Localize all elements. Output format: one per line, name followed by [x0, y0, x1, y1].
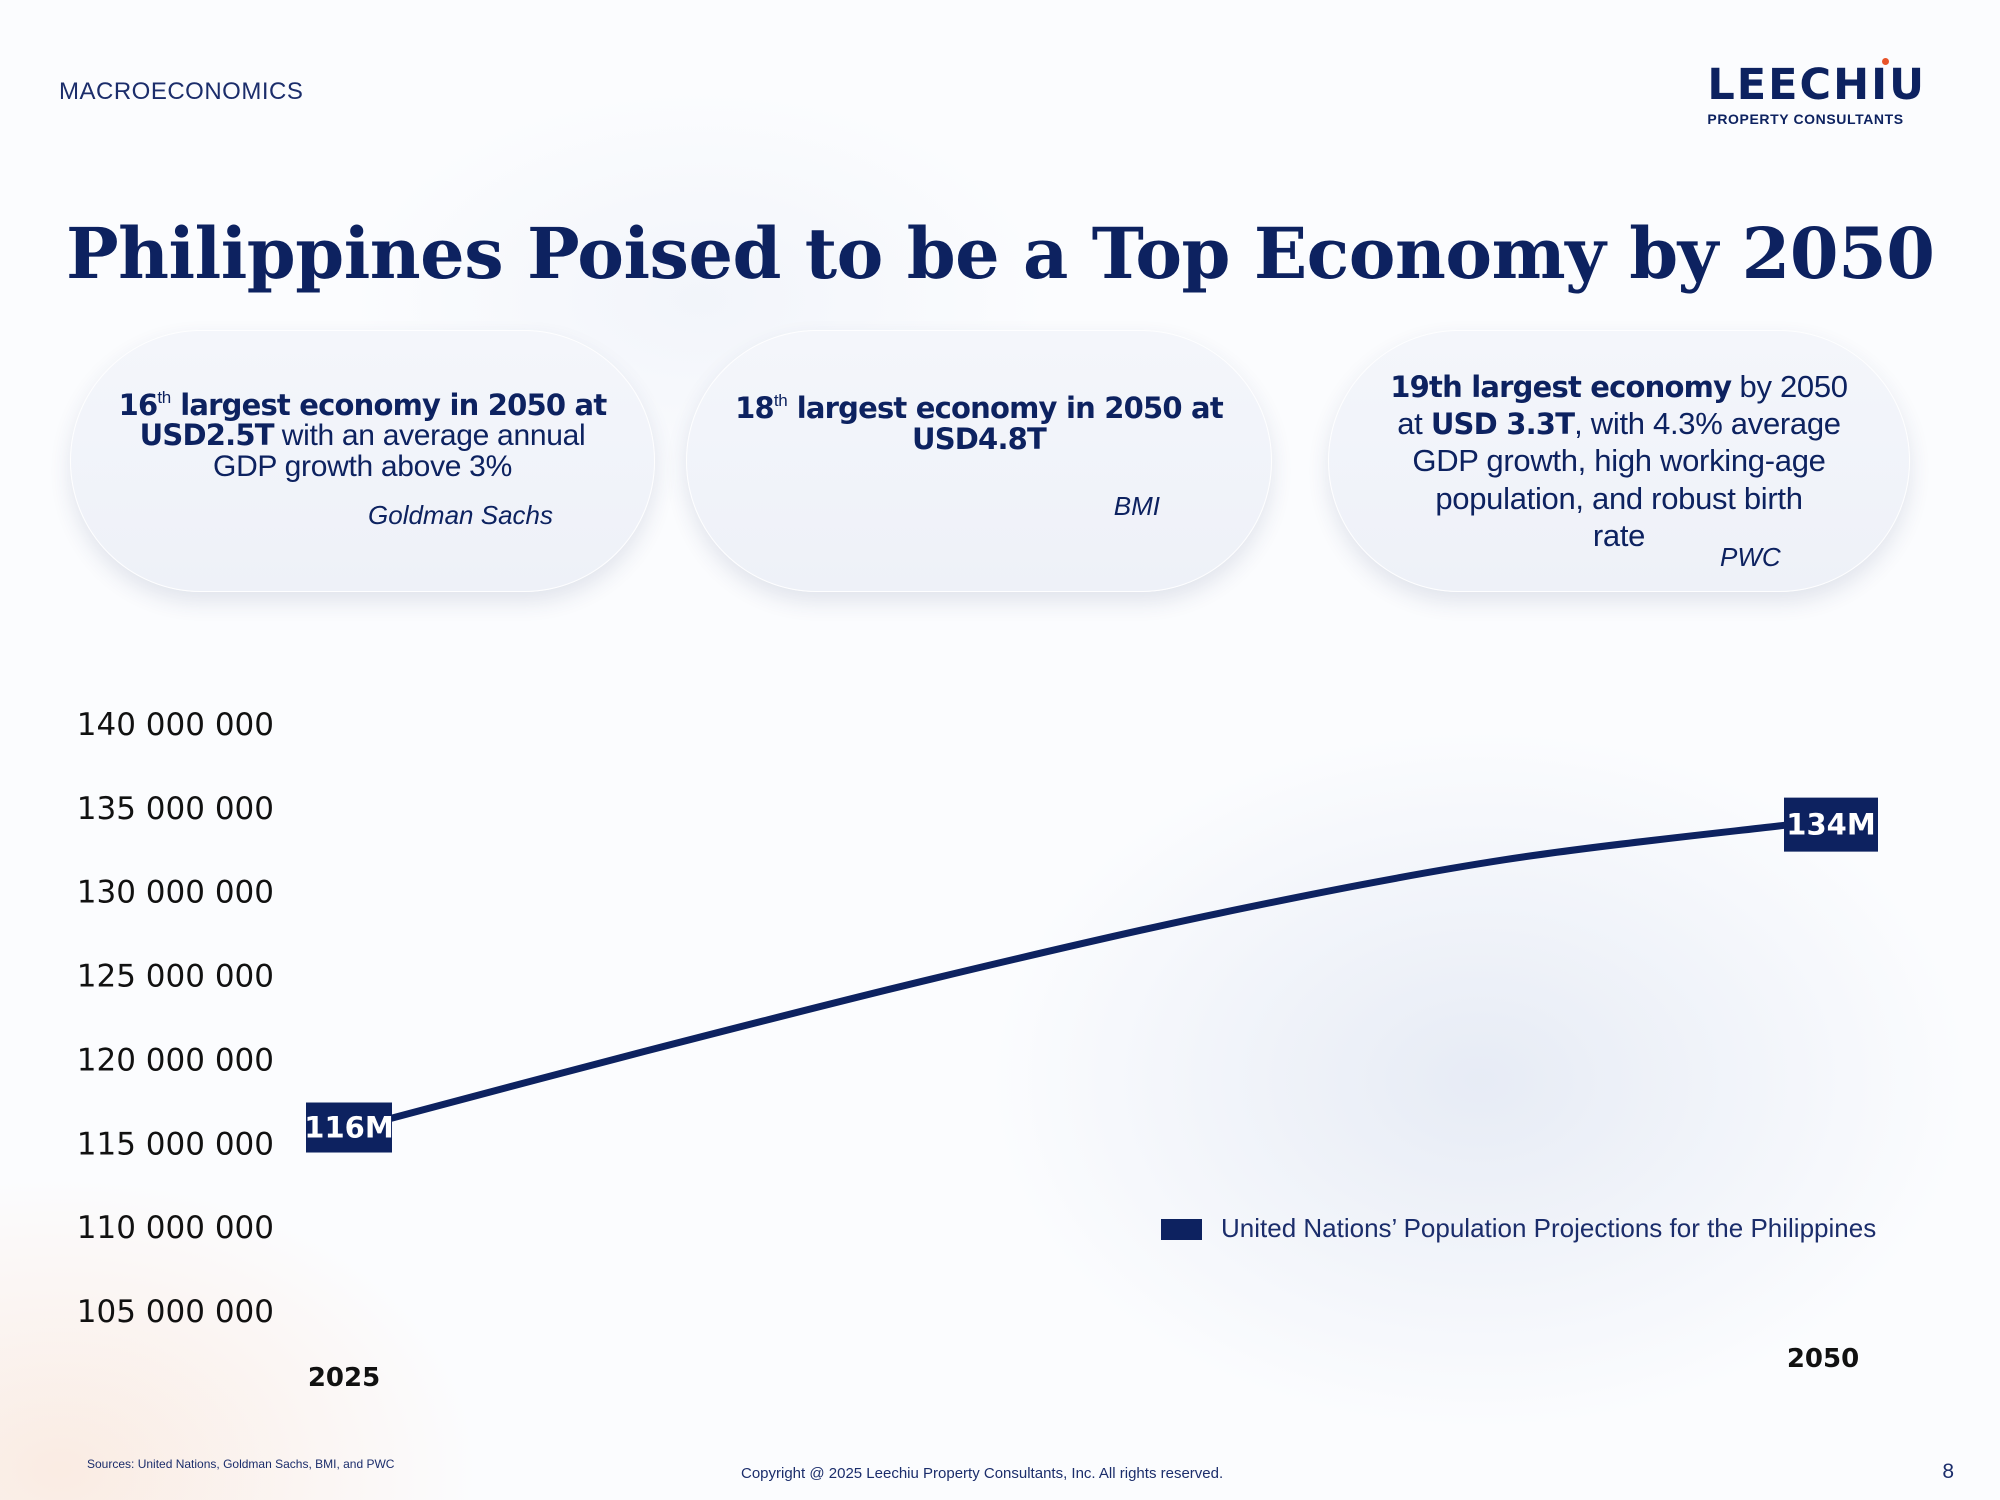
x-tick-label: 2050 [1787, 1344, 1859, 1374]
card-source: Goldman Sachs [368, 500, 553, 531]
card-text-3: , with 4.3% average [1574, 406, 1841, 442]
card-bold-rest: largest economy in 2050 at [170, 387, 607, 422]
chart-legend: United Nations’ Population Projections f… [1161, 1213, 1876, 1243]
y-tick-label: 135 000 000 [77, 791, 274, 827]
logo-name: LEECHIU [1707, 60, 1926, 110]
card-bold-sup: th [157, 387, 171, 407]
legend-label: United Nations’ Population Projections f… [1221, 1213, 1876, 1243]
data-labels: 116M 134M [304, 797, 1878, 1153]
y-tick-label: 105 000 000 [77, 1294, 274, 1330]
series-group [356, 821, 1794, 1131]
card-bold-2: USD 3.3T [1430, 407, 1575, 442]
y-tick-label: 125 000 000 [77, 959, 274, 995]
data-label: 134M [1786, 808, 1875, 842]
forecast-card-goldman: 16th largest economy in 2050 at USD2.5T … [70, 330, 655, 592]
y-tick-label: 120 000 000 [77, 1042, 274, 1078]
card-bold-sup: th [773, 390, 788, 410]
card-text: 16th largest economy in 2050 at USD2.5T … [118, 387, 608, 483]
data-label-box [1784, 797, 1878, 852]
y-tick-label: 115 000 000 [77, 1126, 274, 1162]
logo-subtitle: PROPERTY CONSULTANTS [1707, 111, 1904, 127]
card-text-4: GDP growth, high working-age [1412, 443, 1826, 479]
card-bold-1: 19th largest economy [1390, 370, 1732, 405]
footer-copyright: Copyright @ 2025 Leechiu Property Consul… [741, 1465, 1224, 1482]
forecast-card-pwc: 19th largest economy by 2050 at USD 3.3T… [1328, 330, 1910, 592]
data-label-box [306, 1102, 392, 1153]
card-bold-num: 18 [735, 390, 775, 425]
logo-wordmark: LEECHIU [1707, 58, 1926, 107]
card-bold-rest: largest economy in 2050 at [787, 390, 1224, 425]
legend-swatch [1161, 1219, 1202, 1240]
y-tick-label: 140 000 000 [77, 707, 274, 743]
card-text-6: rate [1592, 517, 1646, 553]
card-source: BMI [1113, 491, 1160, 522]
x-tick-label: 2025 [308, 1363, 380, 1393]
card-text-line2: with an average annual [273, 419, 586, 453]
card-text: 18th largest economy in 2050 at USD4.8T [735, 390, 1224, 456]
page-title: Philippines Poised to be a Top Economy b… [66, 212, 1935, 295]
card-bold-value: USD4.8T [911, 421, 1047, 456]
card-source: PWC [1720, 542, 1781, 572]
card-text-1: by 2050 [1731, 369, 1849, 405]
logo-dot [1882, 58, 1889, 65]
y-tick-label: 130 000 000 [77, 875, 274, 911]
card-text-line3: GDP growth above 3% [213, 449, 512, 483]
card-text-2: at [1397, 406, 1431, 442]
forecast-card-bmi: 18th largest economy in 2050 at USD4.8T … [686, 330, 1272, 592]
section-label: MACROECONOMICS [59, 78, 304, 105]
company-logo: LEECHIU PROPERTY CONSULTANTS [1707, 58, 1926, 127]
x-axis: 2025 2050 [308, 1344, 1859, 1393]
data-label: 116M [304, 1111, 393, 1145]
series-line [356, 821, 1794, 1131]
y-axis: 140 000 000 135 000 000 130 000 000 125 000… [77, 707, 274, 1330]
footer-sources: Sources: United Nations, Goldman Sachs, … [87, 1457, 395, 1471]
page-number: 8 [1942, 1460, 1954, 1483]
card-text: 19th largest economy by 2050 at USD 3.3T… [1390, 368, 1849, 554]
card-bold-num: 16 [118, 387, 159, 422]
y-tick-label: 110 000 000 [77, 1210, 274, 1246]
card-text-5: population, and robust birth [1435, 480, 1803, 516]
card-bold-value: USD2.5T [139, 418, 275, 453]
